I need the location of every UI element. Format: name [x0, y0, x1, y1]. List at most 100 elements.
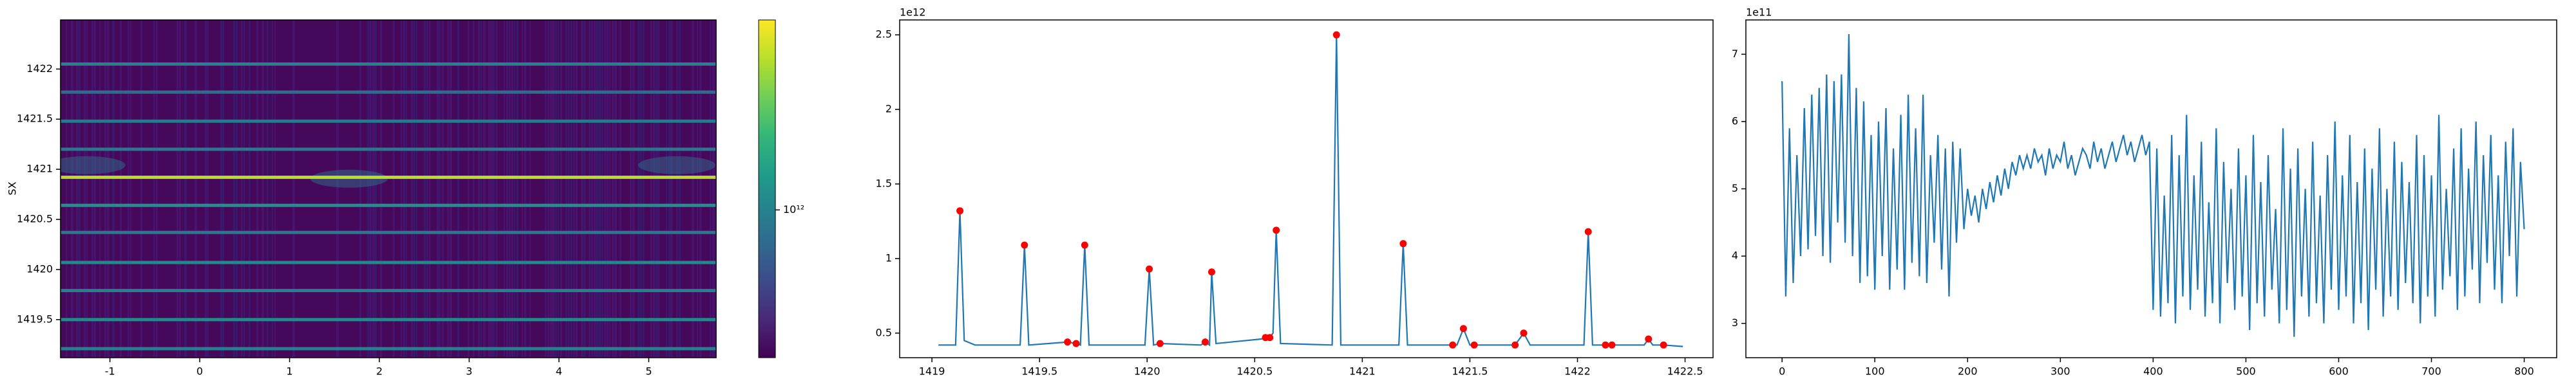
heatmap-texture: [194, 20, 197, 358]
heatmap-texture: [272, 20, 274, 358]
heatmap-background: [61, 20, 716, 358]
peak-marker: [1399, 240, 1407, 248]
heatmap-texture: [630, 20, 632, 358]
heatmap-texture: [426, 20, 428, 358]
heatmap-texture: [473, 20, 475, 358]
heatmap-texture: [692, 20, 694, 358]
heatmap-texture: [424, 20, 426, 358]
x-tick-label: 1420.5: [1236, 365, 1273, 378]
heatmap-texture: [668, 20, 671, 358]
heatmap-texture: [614, 20, 617, 358]
heatmap-texture: [604, 20, 607, 358]
y-tick-label: 1420: [26, 262, 53, 275]
heatmap-texture: [447, 20, 449, 358]
heatmap-row: [61, 147, 716, 151]
peak-marker: [1459, 325, 1467, 333]
peak-marker: [1273, 226, 1280, 234]
heatmap-texture: [372, 20, 375, 358]
heatmap-texture: [249, 20, 251, 358]
heatmap-texture: [416, 20, 418, 358]
heatmap-texture: [205, 20, 207, 358]
heatmap-row: [61, 318, 716, 322]
heatmap-texture: [406, 20, 408, 358]
heatmap-texture: [112, 20, 115, 358]
y-tick-label: 1421.5: [17, 113, 53, 125]
heatmap-glow: [638, 156, 715, 174]
heatmap-texture: [612, 20, 614, 358]
heatmap-texture: [478, 20, 480, 358]
heatmap-texture: [553, 20, 555, 358]
heatmap-texture: [516, 20, 518, 358]
y-tick-label: 2.5: [876, 28, 892, 41]
heatmap-texture: [583, 20, 586, 358]
heatmap-texture: [607, 20, 609, 358]
peak-marker: [1645, 335, 1653, 343]
x-tick-label: 200: [1958, 365, 1978, 378]
heatmap-texture: [509, 20, 511, 358]
heatmap-texture: [359, 20, 361, 358]
x-tick-label: 1: [287, 365, 293, 378]
peak-marker: [1146, 265, 1153, 273]
y-tick-label: 1421: [26, 163, 53, 175]
heatmap-texture: [609, 20, 611, 358]
heatmap-texture: [439, 20, 441, 358]
peak-marker: [956, 207, 964, 215]
line: [1781, 33, 2525, 337]
heatmap-texture: [156, 20, 158, 358]
x-tick-label: 3: [466, 365, 472, 378]
x-tick-label: -1: [105, 365, 115, 378]
heatmap-texture: [658, 20, 660, 358]
heatmap-texture: [393, 20, 395, 358]
peak-marker: [1511, 341, 1519, 349]
heatmap-texture: [107, 20, 109, 358]
offset-label: 1e12: [900, 6, 925, 19]
heatmap-texture: [71, 20, 73, 358]
heatmap-texture: [666, 20, 668, 358]
y-tick-label: 0.5: [876, 326, 892, 338]
x-tick-label: 1419.5: [1021, 365, 1057, 378]
heatmap-texture: [589, 20, 591, 358]
heatmap-texture: [547, 20, 550, 358]
heatmap-texture: [128, 20, 129, 358]
heatmap-texture: [411, 20, 413, 358]
heatmap-texture: [712, 20, 715, 358]
heatmap-row: [61, 203, 716, 207]
x-tick-label: 1422.5: [1667, 365, 1703, 378]
heatmap-texture: [601, 20, 603, 358]
heatmap-texture: [483, 20, 486, 358]
heatmap-texture: [699, 20, 702, 358]
peak-marker: [1449, 341, 1457, 349]
peak-marker: [1156, 340, 1164, 347]
peak-marker: [1208, 268, 1215, 276]
heatmap-texture: [91, 20, 93, 358]
heatmap-texture: [429, 20, 431, 358]
x-tick-label: 300: [2050, 365, 2070, 378]
y-tick-label: 4: [1732, 250, 1738, 262]
x-tick-label: 1422: [1564, 365, 1591, 378]
heatmap-texture: [176, 20, 178, 358]
heatmap-texture: [401, 20, 402, 358]
heatmap-texture: [632, 20, 635, 358]
colorbar-tick-label: 10¹²: [783, 203, 804, 216]
x-tick-label: 500: [2236, 365, 2256, 378]
heatmap-texture: [529, 20, 531, 358]
heatmap-texture: [638, 20, 640, 358]
x-tick-label: 800: [2514, 365, 2534, 378]
heatmap-texture: [442, 20, 444, 358]
peak-marker: [1266, 334, 1274, 342]
heatmap-texture: [233, 20, 235, 358]
peak-marker: [1072, 340, 1080, 347]
x-tick-label: 1420: [1134, 365, 1160, 378]
heatmap-texture: [594, 20, 596, 358]
heatmap-texture: [640, 20, 642, 358]
heatmap-texture: [220, 20, 223, 358]
heatmap-texture: [480, 20, 482, 358]
heatmap-texture: [514, 20, 516, 358]
x-tick-label: 1421.5: [1452, 365, 1488, 378]
heatmap-texture: [207, 20, 209, 358]
y-tick-label: 1420.5: [17, 213, 53, 225]
heatmap-texture: [571, 20, 573, 358]
heatmap-texture: [650, 20, 652, 358]
heatmap-texture: [496, 20, 498, 358]
heatmap-texture: [292, 20, 295, 358]
